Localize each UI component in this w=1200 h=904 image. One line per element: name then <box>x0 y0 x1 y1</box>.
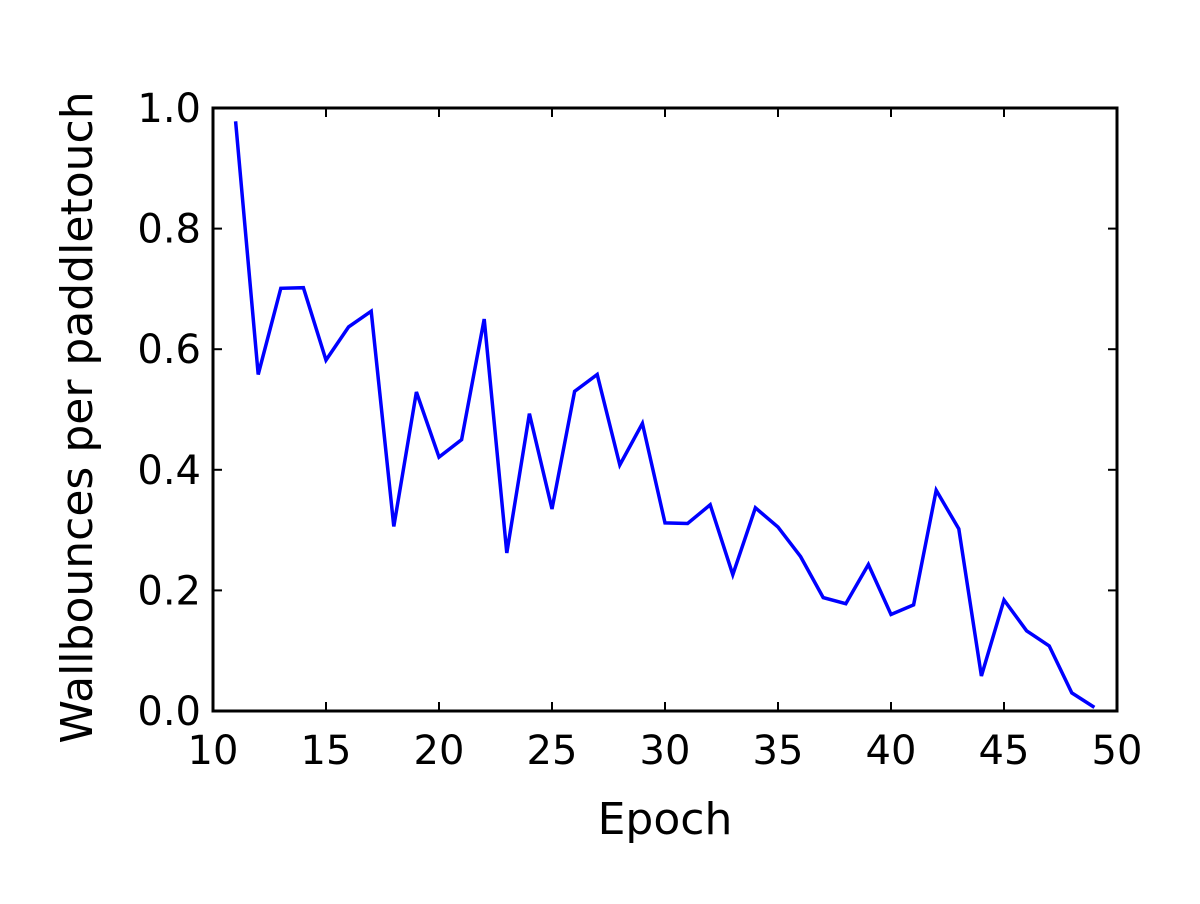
y-axis-label: Wallbounces per paddletouch <box>52 91 103 743</box>
y-tick-label: 0.8 <box>137 207 201 253</box>
y-tick-label: 1.0 <box>137 86 201 132</box>
series-line <box>233 121 1096 709</box>
x-tick-label: 10 <box>188 728 239 774</box>
y-tick-label: 0.2 <box>137 568 201 614</box>
x-tick-label: 20 <box>414 728 465 774</box>
y-tick-label: 0.4 <box>137 448 201 494</box>
x-tick-label: 25 <box>527 728 578 774</box>
x-tick-label: 40 <box>866 728 917 774</box>
x-tick-label: 15 <box>301 728 352 774</box>
series-layer <box>233 121 1096 709</box>
x-axis-label: Epoch <box>598 794 733 845</box>
y-tick-label: 0.0 <box>137 689 201 735</box>
y-tick-label: 0.6 <box>137 327 201 373</box>
ticks-layer <box>212 107 1118 712</box>
tick-labels-layer: 10 15 20 25 30 35 40 45 50 0.0 0.2 0.4 0.6 0.8 1.0 <box>137 86 1142 774</box>
x-tick-label: 30 <box>640 728 691 774</box>
x-tick-label: 35 <box>753 728 804 774</box>
x-tick-label: 50 <box>1092 728 1143 774</box>
x-tick-label: 45 <box>979 728 1030 774</box>
plot-frame <box>211 106 1119 713</box>
